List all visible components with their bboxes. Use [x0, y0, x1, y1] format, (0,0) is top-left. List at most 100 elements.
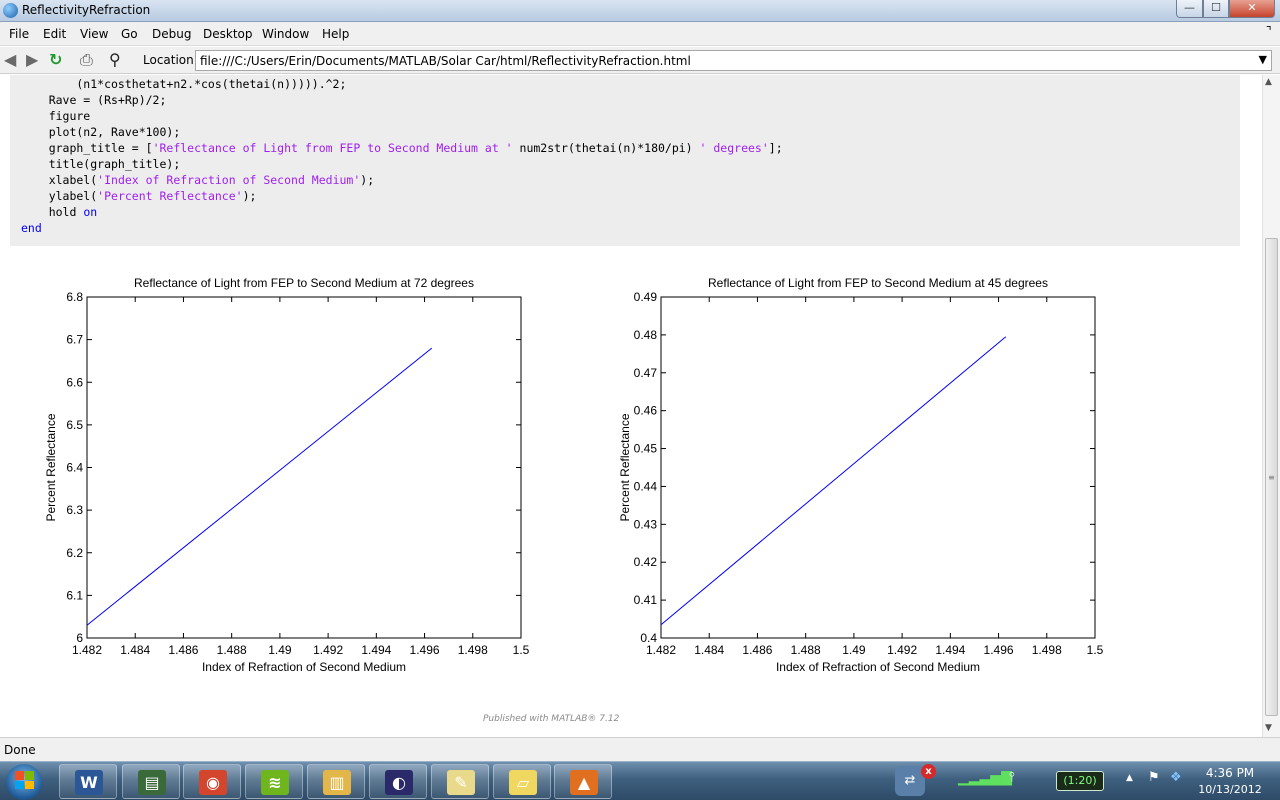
code-line: end: [21, 221, 42, 235]
x-tick-label: 1.494: [361, 643, 391, 657]
wireless-icon[interactable]: ⫯: [1009, 770, 1015, 785]
code-text: hold: [21, 205, 84, 219]
menu-help[interactable]: Help: [322, 27, 350, 41]
x-tick-label: 1.482: [646, 643, 676, 657]
code-text: );: [360, 173, 375, 187]
code-text: num2str(thetai(n)*180/pi): [512, 141, 700, 155]
x-tick-label: 1.49: [842, 643, 866, 657]
x-tick-label: 1.5: [513, 643, 530, 657]
code-line: hold on: [21, 204, 97, 220]
window-title: ReflectivityRefraction: [22, 3, 151, 17]
menu-overflow-icon[interactable]: ⌝: [1266, 24, 1272, 38]
menu-go[interactable]: Go: [121, 27, 138, 41]
minimize-button[interactable]: —: [1176, 0, 1203, 18]
taskbar: W ▤ ◉ ≋ ▥ ◐ ✎ ▱ ▲ ⇄ x ▁▂▃▅▇ ⫯ (1:20) ▲ ⚑ ❖ 4:36 …: [0, 761, 1280, 800]
battery-indicator[interactable]: (1:20): [1056, 771, 1104, 791]
code-line: Rave = (Rs+Rp)/2;: [21, 93, 167, 107]
menu-view[interactable]: View: [80, 27, 109, 41]
network-connect-icon[interactable]: ⇄: [895, 766, 925, 796]
y-tick-label: 0.44: [634, 479, 658, 493]
close-button[interactable]: ✕: [1229, 0, 1275, 18]
binoculars-icon[interactable]: ⚲: [109, 50, 121, 69]
menu-desktop[interactable]: Desktop: [203, 27, 253, 41]
y-tick-label: 0.46: [634, 404, 658, 418]
plot-area: [660, 296, 1096, 639]
code-line: title(graph_title);: [21, 157, 181, 171]
code-line: plot(n2, Rave*100);: [21, 125, 181, 139]
scroll-down-icon[interactable]: ▼: [1265, 723, 1272, 733]
title-bar: ReflectivityRefraction — ☐ ✕: [0, 0, 1280, 22]
taskbar-app-matlab[interactable]: ▲: [554, 764, 612, 799]
back-arrow-icon[interactable]: ◀: [4, 50, 17, 69]
x-tick-label: 1.492: [313, 643, 343, 657]
signal-strength-icon[interactable]: ▁▂▃▅▇: [958, 770, 1012, 786]
chart-svg: Reflectance of Light from FEP to Second …: [44, 276, 530, 674]
x-tick-label: 1.488: [791, 643, 821, 657]
taskbar-app-word[interactable]: W: [59, 764, 117, 799]
taskbar-app-eclipse[interactable]: ◐: [369, 764, 427, 799]
scroll-up-icon[interactable]: ▲: [1265, 77, 1272, 87]
menu-edit[interactable]: Edit: [43, 27, 67, 41]
x-tick-label: 1.496: [984, 643, 1014, 657]
clock-time[interactable]: 4:36 PM: [1205, 766, 1255, 780]
location-url[interactable]: file:///C:/Users/Erin/Documents/MATLAB/S…: [200, 54, 691, 68]
taskbar-app-explorer[interactable]: ▥: [307, 764, 365, 799]
vertical-scrollbar[interactable]: ▲ ≡ ▼: [1262, 75, 1280, 737]
code-line: xlabel('Index of Refraction of Second Me…: [21, 172, 374, 188]
taskbar-app-spotify[interactable]: ≋: [245, 764, 303, 799]
dropbox-icon[interactable]: ❖: [1170, 770, 1182, 785]
series-line: [660, 336, 1007, 626]
taskbar-app-notes[interactable]: ▱: [493, 764, 551, 799]
y-tick-label: 6: [76, 631, 83, 645]
y-axis-label: Percent Reflectance: [618, 413, 632, 521]
x-tick-label: 1.494: [935, 643, 965, 657]
action-center-flag-icon[interactable]: ⚑: [1148, 770, 1160, 785]
location-field[interactable]: file:///C:/Users/Erin/Documents/MATLAB/S…: [195, 50, 1272, 71]
y-tick-label: 0.41: [634, 593, 658, 607]
spotify-icon: ≋: [261, 770, 289, 795]
maximize-button[interactable]: ☐: [1203, 0, 1229, 18]
y-tick-label: 6.4: [66, 461, 83, 475]
refresh-icon[interactable]: ↻: [49, 50, 63, 69]
y-tick-label: 6.5: [66, 418, 83, 432]
code-text: ];: [768, 141, 783, 155]
menu-window[interactable]: Window: [262, 27, 310, 41]
x-tick-label: 1.482: [72, 643, 102, 657]
x-tick-label: 1.486: [742, 643, 772, 657]
notes-icon: ▱: [509, 770, 537, 795]
y-tick-label: 0.47: [634, 366, 658, 380]
menu-file[interactable]: File: [9, 27, 30, 41]
clock-date[interactable]: 10/13/2012: [1198, 783, 1262, 796]
forward-arrow-icon[interactable]: ▶: [26, 50, 39, 69]
taskbar-app-paint[interactable]: ✎: [431, 764, 489, 799]
menu-debug[interactable]: Debug: [152, 27, 192, 41]
x-tick-label: 1.488: [217, 643, 247, 657]
x-tick-label: 1.5: [1087, 643, 1104, 657]
y-tick-label: 0.49: [634, 290, 658, 304]
start-button[interactable]: [6, 764, 42, 800]
x-axis-label: Index of Refraction of Second Medium: [776, 660, 980, 674]
code-line: graph_title = ['Reflectance of Light fro…: [21, 140, 783, 156]
chart-title: Reflectance of Light from FEP to Second …: [708, 276, 1048, 290]
x-tick-label: 1.486: [168, 643, 198, 657]
y-tick-label: 0.45: [634, 442, 658, 456]
taskbar-app-monitor[interactable]: ▤: [122, 764, 180, 799]
chrome-icon: ◉: [199, 770, 227, 795]
taskbar-app-chrome[interactable]: ◉: [183, 764, 241, 799]
published-note: Published with MATLAB® 7.12: [483, 714, 620, 724]
eclipse-icon: ◐: [385, 770, 413, 795]
plot-area: [86, 296, 522, 639]
code-keyword: on: [83, 205, 98, 219]
y-tick-label: 0.43: [634, 517, 658, 531]
scrollbar-thumb[interactable]: ≡: [1265, 238, 1278, 716]
code-text: graph_title = [: [21, 141, 153, 155]
chart-72-degrees: Reflectance of Light from FEP to Second …: [35, 270, 595, 690]
y-tick-label: 6.2: [66, 546, 83, 560]
code-text: ylabel(: [21, 189, 98, 203]
code-string: ' degrees': [699, 141, 769, 155]
print-icon[interactable]: ⎙: [80, 50, 93, 69]
show-hidden-icons-icon[interactable]: ▲: [1126, 773, 1133, 783]
chevron-down-icon[interactable]: ▼: [1258, 53, 1267, 66]
x-tick-label: 1.498: [1032, 643, 1062, 657]
status-bar: Done: [0, 737, 1280, 761]
